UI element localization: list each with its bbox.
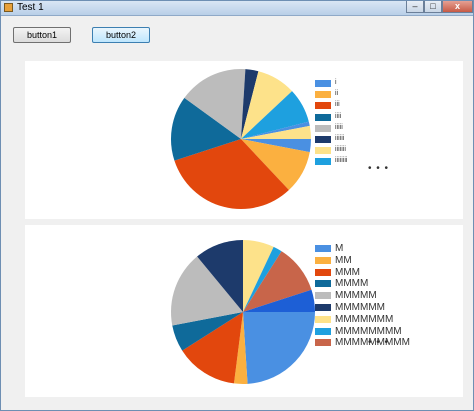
legend1-swatch-4 [315, 124, 331, 132]
legend2-swatch-8 [315, 339, 331, 347]
legend1-swatch-6 [315, 147, 331, 155]
pie2-slice-7 [243, 246, 282, 312]
pie2-slice-8 [243, 251, 312, 312]
legend1-label-4: iiiii [335, 123, 343, 131]
pie-chart-2 [171, 240, 315, 384]
legend2-swatch-7 [315, 327, 331, 335]
legend2-swatch-3 [315, 280, 331, 288]
pie2-slice-9 [243, 289, 315, 312]
legend1-label-2: iii [335, 101, 340, 109]
pie1-slice-9 [241, 125, 311, 139]
pie2-slice-3 [172, 312, 243, 351]
legend2-label-2: MMM [335, 266, 360, 278]
legend-more-indicator-2: • • • [368, 337, 390, 348]
legend2-label-6: MMMMMMM [335, 313, 394, 325]
legend1-label-0: i [335, 79, 337, 86]
legend2-swatch-0 [315, 245, 331, 252]
pie1-slice-0 [241, 139, 311, 153]
pie2-slice-5 [197, 240, 243, 312]
pie1-slice-7 [241, 91, 309, 139]
legend2-label-0: M [335, 243, 344, 254]
button2[interactable]: button2 [92, 27, 150, 43]
pie1-slice-5 [241, 69, 259, 139]
legend2-swatch-6 [315, 315, 331, 323]
pie1-slice-8 [241, 121, 310, 139]
maximize-button[interactable]: □ [424, 1, 442, 13]
legend1-label-3: iiii [335, 112, 342, 120]
pie2-slice-0 [243, 312, 315, 384]
legend-more-indicator-1: • • • [368, 163, 390, 174]
pie2-slice-1 [233, 312, 248, 384]
pie1-slice-2 [174, 139, 289, 210]
legend2-swatch-2 [315, 268, 331, 276]
pie1-slice-1 [241, 139, 310, 191]
legend1-swatch-0 [315, 80, 331, 87]
legend2-swatch-1 [315, 256, 331, 264]
legend2-swatch-5 [315, 304, 331, 311]
pie2-slice-2 [182, 312, 243, 384]
title-bar[interactable]: Test 1 – □ x [1, 1, 473, 16]
pie2-slice-4 [171, 256, 243, 326]
app-icon [4, 3, 13, 12]
pie2-slice-6 [243, 240, 274, 312]
pie1-slice-4 [184, 69, 246, 139]
legend1-swatch-1 [315, 91, 331, 99]
legend1-label-1: ii [335, 90, 339, 98]
legend2-label-1: MM [335, 254, 352, 266]
legend2-label-5: MMMMMM [335, 302, 385, 313]
legend2-label-7: MMMMMMMM [335, 325, 402, 337]
legend1-swatch-7 [315, 158, 331, 166]
chart-panel-2: M MM MMM MMMM MMMMM MMMMMM MMMMMMM MMMMMMMM MMMM… [25, 225, 463, 397]
chart-panel-1: i ii iii iiii iiiii iiiiii iiiiiii iiiiiiii • •… [25, 61, 463, 219]
legend1-label-6: iiiiiii [335, 146, 346, 154]
window-title: Test 1 [17, 2, 44, 13]
legend2-label-8: MMMMMMMMM [335, 337, 410, 349]
minimize-button[interactable]: – [406, 1, 424, 13]
legend1-label-7: iiiiiiii [335, 157, 348, 165]
button1[interactable]: button1 [13, 27, 71, 43]
legend1-swatch-2 [315, 102, 331, 110]
pie1-slice-3 [171, 97, 241, 161]
legend2-label-3: MMMM [335, 278, 369, 290]
legend1-swatch-3 [315, 113, 331, 121]
pie-chart-1 [171, 69, 311, 210]
close-button[interactable]: x [442, 1, 473, 13]
legend1-label-5: iiiiii [335, 135, 345, 142]
legend2-swatch-4 [315, 292, 331, 300]
legend1-swatch-5 [315, 136, 331, 143]
pie1-slice-6 [241, 71, 293, 139]
legend2-label-4: MMMMM [335, 290, 377, 302]
